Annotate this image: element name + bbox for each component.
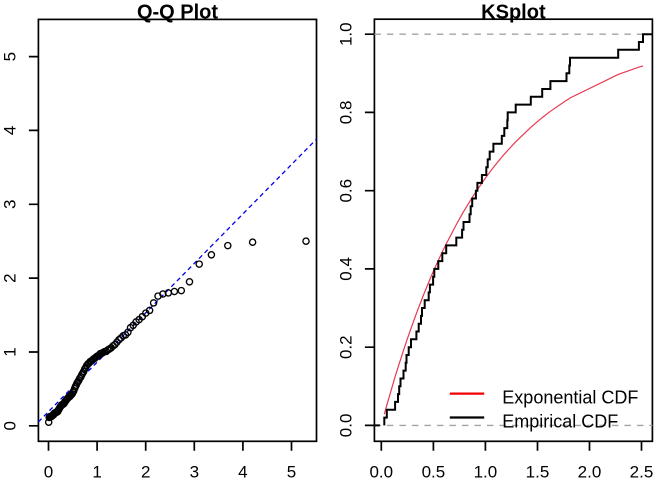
svg-text:4: 4 bbox=[1, 126, 20, 135]
svg-text:3: 3 bbox=[1, 200, 20, 209]
svg-text:Empirical CDF: Empirical CDF bbox=[502, 412, 618, 432]
svg-text:3: 3 bbox=[190, 462, 199, 480]
svg-text:5: 5 bbox=[1, 52, 20, 61]
svg-text:5: 5 bbox=[287, 462, 296, 480]
svg-text:1.0: 1.0 bbox=[337, 22, 356, 46]
svg-text:Exponential CDF: Exponential CDF bbox=[502, 388, 638, 408]
svg-text:2.5: 2.5 bbox=[630, 462, 654, 480]
svg-text:0.8: 0.8 bbox=[337, 101, 356, 125]
svg-text:2: 2 bbox=[1, 273, 20, 282]
svg-text:0.0: 0.0 bbox=[369, 462, 393, 480]
svg-text:0.6: 0.6 bbox=[337, 179, 356, 203]
svg-text:KSplot: KSplot bbox=[481, 1, 546, 23]
svg-text:1.5: 1.5 bbox=[526, 462, 550, 480]
svg-text:1: 1 bbox=[1, 347, 20, 356]
svg-text:2.0: 2.0 bbox=[578, 462, 602, 480]
svg-text:Q-Q Plot: Q-Q Plot bbox=[137, 1, 218, 23]
svg-text:0.2: 0.2 bbox=[337, 335, 356, 359]
svg-text:0.0: 0.0 bbox=[337, 414, 356, 438]
svg-text:2: 2 bbox=[141, 462, 150, 480]
svg-text:0: 0 bbox=[44, 462, 53, 480]
svg-text:0.4: 0.4 bbox=[337, 257, 356, 281]
svg-text:0: 0 bbox=[1, 421, 20, 430]
svg-text:1.0: 1.0 bbox=[474, 462, 498, 480]
svg-text:0.5: 0.5 bbox=[422, 462, 446, 480]
svg-text:4: 4 bbox=[238, 462, 247, 480]
svg-text:1: 1 bbox=[92, 462, 101, 480]
